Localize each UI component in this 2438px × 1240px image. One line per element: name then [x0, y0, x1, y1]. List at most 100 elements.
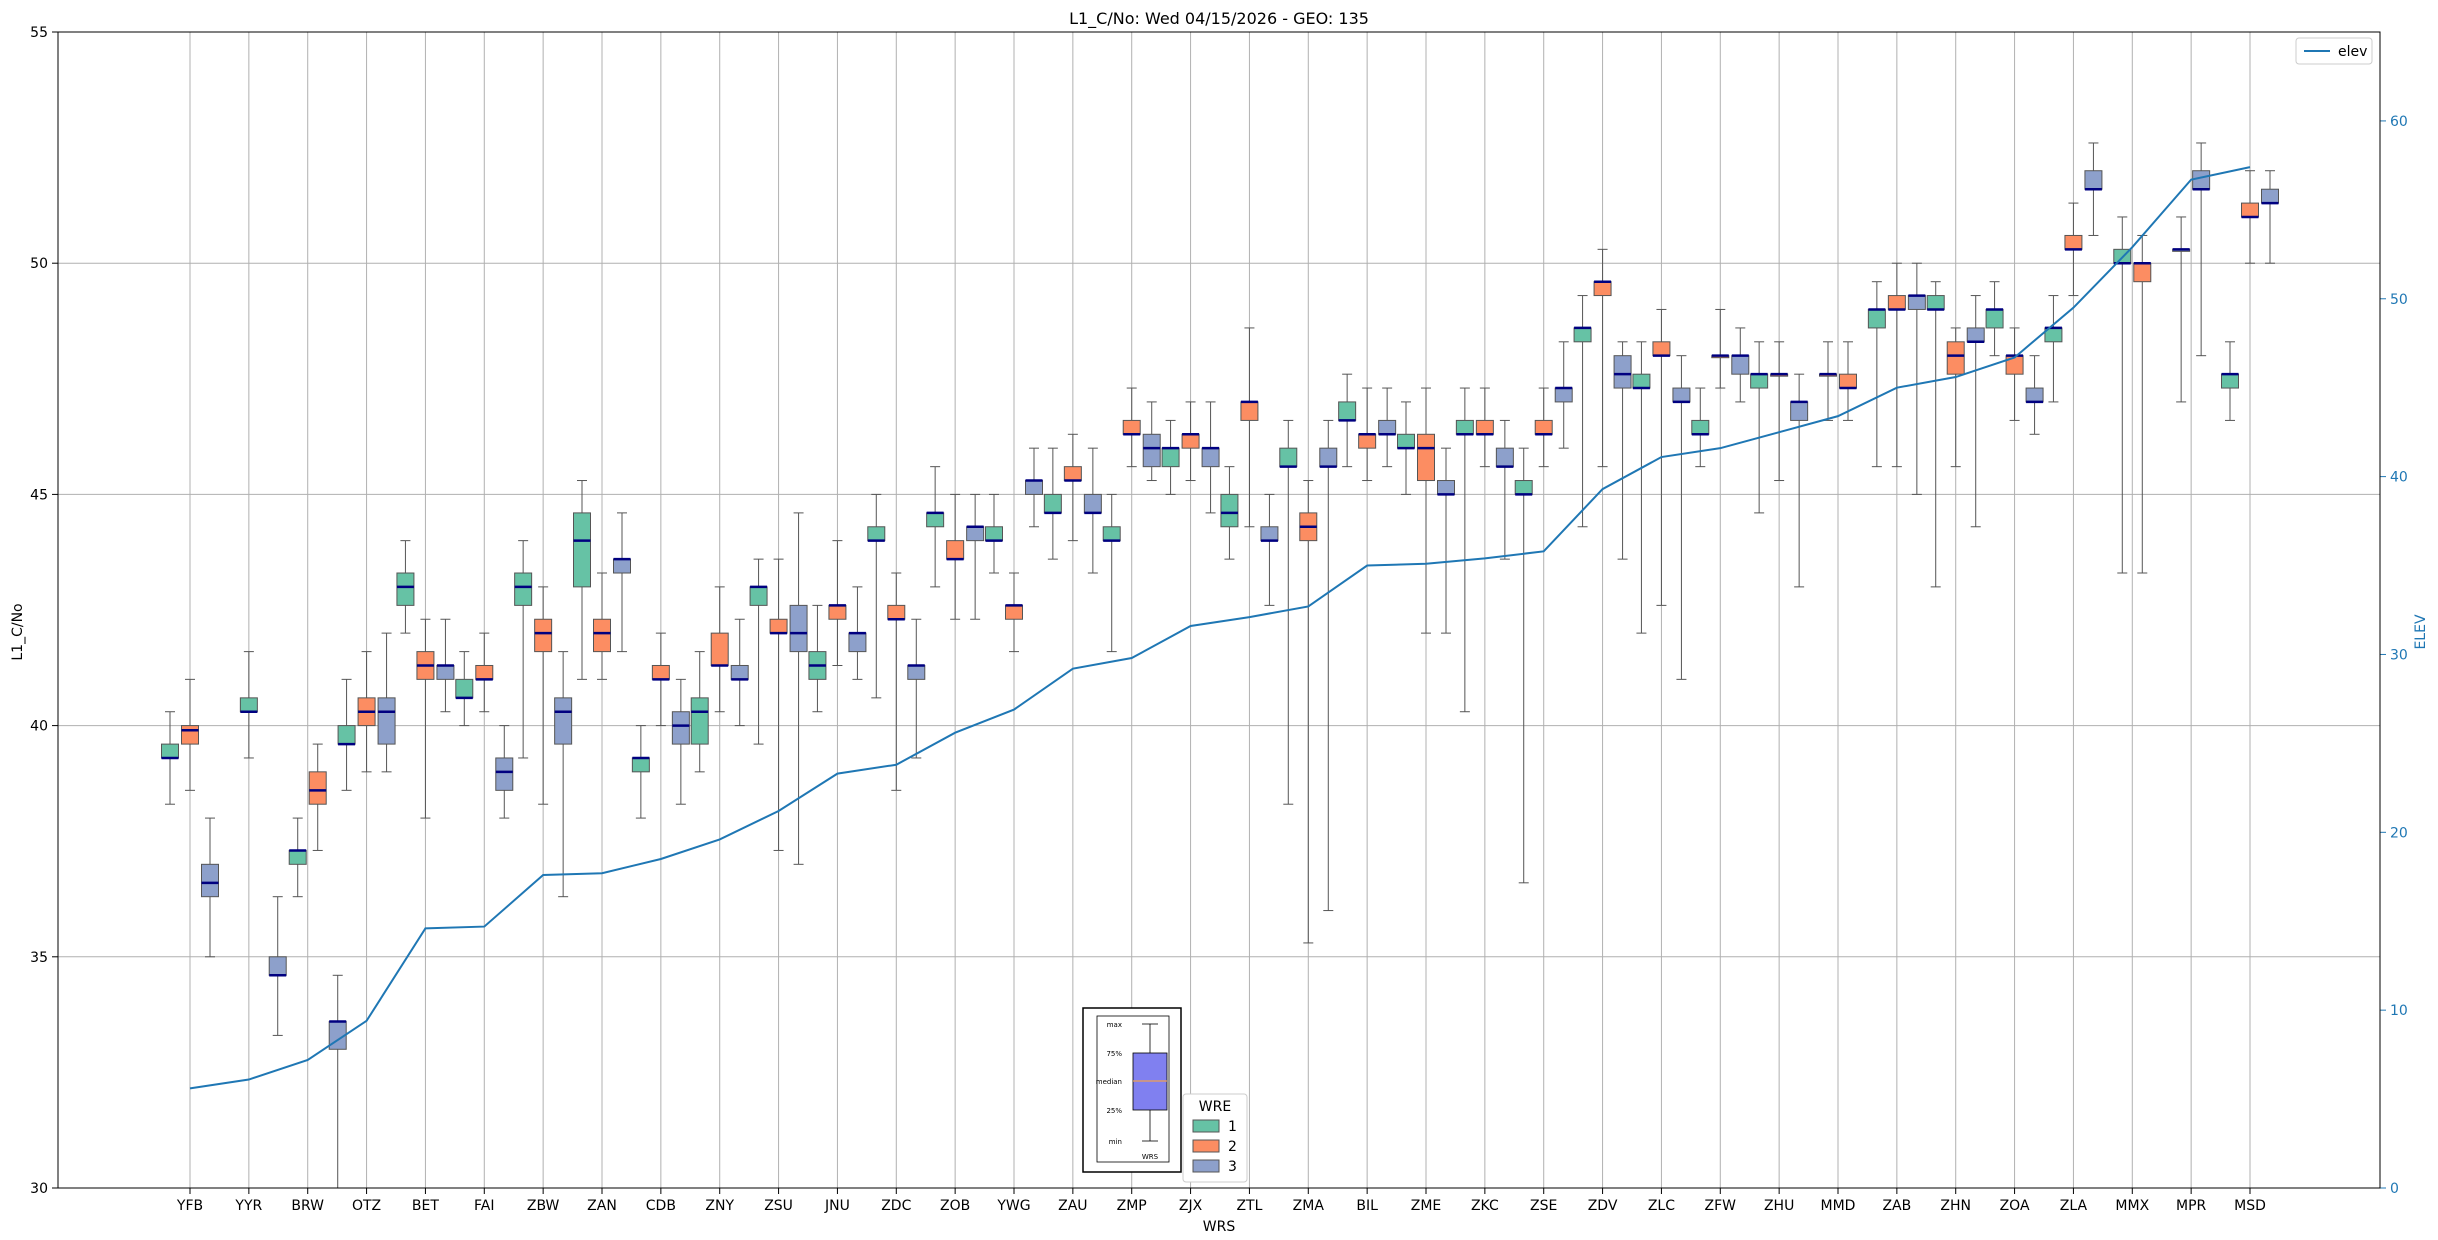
box-body: [631, 757, 650, 773]
box-bil-wre2: [1358, 387, 1377, 482]
x-tick-label-zny: ZNY: [705, 1198, 734, 1214]
box-body: [1867, 308, 1886, 329]
box-body: [2025, 387, 2044, 403]
y2-tick-label: 60: [2390, 114, 2408, 130]
box-body: [828, 604, 847, 620]
wre-legend: WRE 1 2 3: [1182, 1093, 1248, 1183]
box-zjx-wre1: [1161, 419, 1180, 495]
x-tick-label-yyr: YYR: [234, 1198, 262, 1214]
box-zlc-wre2: [1652, 308, 1671, 606]
box-body: [966, 526, 985, 542]
box-otz-wre1: [337, 678, 356, 791]
key-label: median: [1096, 1078, 1122, 1086]
x-tick-label-bet: BET: [412, 1198, 439, 1214]
box-body: [201, 863, 219, 898]
box-zma-wre3: [1319, 419, 1338, 912]
box-jnu-wre1: [808, 604, 827, 713]
box-zoa-wre2: [2005, 327, 2024, 421]
box-bet-wre3: [436, 618, 455, 713]
box-zlc-wre3: [1672, 355, 1691, 680]
box-key-inset: max 75% median 25% min WRS: [1082, 1007, 1182, 1173]
box-bil-wre1: [1338, 373, 1357, 468]
box-body: [534, 618, 553, 653]
box-body: [749, 586, 768, 606]
box-body: [769, 618, 788, 634]
box-zkc-wre3: [1495, 419, 1514, 560]
box-cdb-wre3: [671, 678, 690, 805]
box-body: [1201, 447, 1220, 468]
box-body: [1122, 419, 1141, 435]
box-body: [1358, 433, 1377, 449]
box-zfw-wre2: [1711, 308, 1730, 389]
y-tick-label: 40: [30, 719, 48, 735]
box-body: [1731, 355, 1750, 375]
box-body: [514, 572, 533, 606]
box-mpr-wre3: [2192, 142, 2211, 357]
box-body: [1005, 604, 1023, 620]
box-body: [1455, 419, 1474, 435]
box-body: [455, 678, 474, 699]
box-ywg-wre2: [1005, 572, 1023, 653]
plot-frame: [57, 31, 2381, 1189]
box-body: [288, 849, 307, 865]
box-zhu-wre3: [1790, 373, 1809, 588]
box-body: [1025, 480, 1043, 495]
box-brw-wre1: [288, 817, 307, 898]
box-ztl-wre3: [1260, 493, 1279, 606]
x-tick-label-ztl: ZTL: [1236, 1198, 1262, 1214]
box-zhu-wre1: [1750, 341, 1769, 514]
box-bet-wre1: [396, 540, 415, 634]
box-body: [1397, 433, 1415, 449]
y-tick-label: 50: [30, 256, 48, 272]
x-tick-label-msd: MSD: [2234, 1198, 2266, 1214]
x-tick-label-mmx: MMX: [2115, 1198, 2149, 1214]
box-zjx-wre2: [1181, 401, 1200, 482]
x-tick-label-yfb: YFB: [176, 1198, 203, 1214]
x-tick-label-mpr: MPR: [2176, 1198, 2207, 1214]
box-body: [181, 725, 199, 745]
wre-legend-title: WRE: [1199, 1099, 1231, 1115]
x-tick-label-zdv: ZDV: [1588, 1198, 1618, 1214]
box-zma-wre2: [1299, 480, 1318, 944]
box-msd-wre3: [2261, 170, 2279, 264]
legends: elev WRE 1 2 3 max 75% median 25% min WRS: [1082, 37, 2373, 1183]
x-tick-label-zsu: ZSU: [764, 1198, 793, 1214]
x-tick-label-zla: ZLA: [2060, 1198, 2088, 1214]
box-zla-wre3: [2084, 142, 2103, 236]
box-body: [2084, 170, 2103, 190]
box-body: [1613, 355, 1632, 389]
x-tick-label-brw: BRW: [291, 1198, 324, 1214]
box-fai-wre1: [455, 651, 474, 727]
box-zob-wre3: [966, 493, 985, 620]
box-jnu-wre2: [828, 540, 847, 666]
box-brw-wre3: [268, 896, 287, 1036]
box-brw-wre2: [308, 743, 327, 851]
box-zkc-wre1: [1455, 387, 1474, 713]
box-zab-wre2: [1887, 262, 1906, 468]
box-body: [554, 697, 573, 745]
box-ywg-wre3: [1025, 447, 1043, 528]
box-body: [613, 558, 631, 574]
box-body: [789, 604, 808, 653]
key-label: max: [1107, 1021, 1122, 1029]
box-zob-wre2: [946, 493, 965, 620]
x-tick-label-zau: ZAU: [1058, 1198, 1087, 1214]
box-body: [593, 618, 611, 653]
key-label: min: [1109, 1138, 1122, 1146]
x-tick-label-otz: OTZ: [352, 1198, 381, 1214]
box-body: [1534, 419, 1553, 435]
box-body: [1043, 493, 1062, 514]
box-cdb-wre1: [631, 725, 650, 819]
y2-tick-label: 30: [2390, 647, 2408, 663]
box-ztl-wre1: [1220, 466, 1239, 560]
box-body: [1672, 387, 1691, 403]
box-zsu-wre2: [769, 558, 788, 851]
box-zny-wre1: [690, 651, 709, 773]
box-zla-wre2: [2064, 202, 2083, 297]
box-body: [867, 526, 886, 542]
box-body: [651, 664, 670, 680]
box-zbw-wre2: [534, 586, 553, 805]
y-tick-label: 30: [30, 1181, 48, 1197]
box-ztl-wre2: [1240, 327, 1259, 528]
